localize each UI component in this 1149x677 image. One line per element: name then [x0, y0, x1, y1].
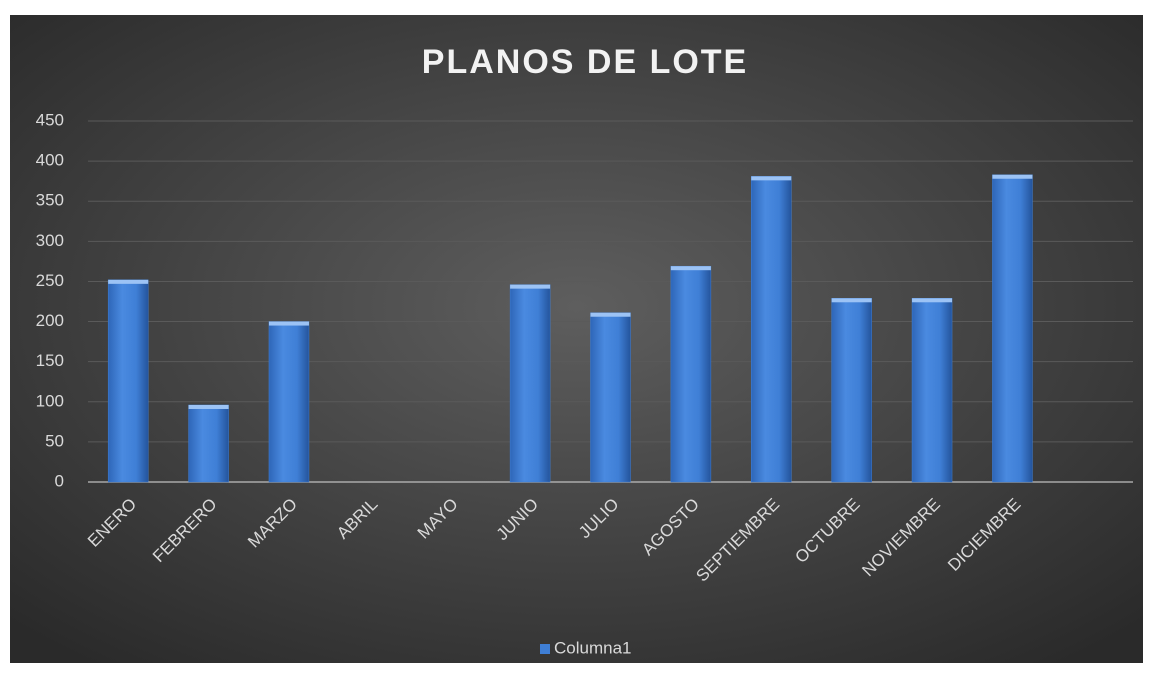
- bar-group: [831, 298, 872, 483]
- bar: [911, 298, 953, 483]
- bar-highlight: [108, 279, 149, 284]
- y-tick-label: 150: [36, 351, 64, 370]
- bar-highlight: [590, 312, 631, 317]
- bar-highlight: [188, 404, 229, 409]
- y-tick-label: 300: [36, 231, 64, 250]
- bar-highlight: [510, 284, 551, 289]
- bar: [751, 176, 792, 483]
- bar: [590, 312, 631, 483]
- bar-highlight: [268, 321, 309, 326]
- y-tick-label: 50: [45, 431, 64, 450]
- chart-background: [10, 15, 1143, 663]
- bar-group: [590, 312, 631, 483]
- bar-group: [268, 321, 310, 483]
- chart-title: PLANOS DE LOTE: [422, 43, 748, 81]
- bar: [509, 284, 551, 483]
- y-tick-label: 400: [36, 151, 64, 170]
- bar: [268, 321, 310, 483]
- bar: [831, 298, 872, 483]
- legend-marker: [540, 644, 550, 654]
- y-tick-label: 350: [36, 191, 64, 210]
- y-tick-label: 250: [36, 271, 64, 290]
- y-tick-label: 200: [36, 311, 64, 330]
- bar-group: [992, 174, 1033, 483]
- legend-label: Columna1: [554, 638, 632, 657]
- y-tick-label: 100: [36, 391, 64, 410]
- bar-highlight: [751, 176, 792, 181]
- y-tick-label: 450: [36, 110, 64, 129]
- bar: [992, 174, 1033, 483]
- bar-group: [670, 265, 712, 483]
- bar: [188, 404, 229, 483]
- bar-highlight: [912, 298, 953, 303]
- bar-group: [509, 284, 551, 483]
- bar-group: [751, 176, 792, 483]
- bar-highlight: [992, 174, 1033, 179]
- y-tick-label: 0: [55, 471, 64, 490]
- bar-highlight: [670, 266, 711, 271]
- bar-group: [911, 298, 953, 483]
- bar-group: [107, 279, 149, 483]
- bar-highlight: [831, 298, 872, 303]
- bar: [670, 265, 712, 483]
- bar: [107, 279, 149, 483]
- bar-group: [188, 404, 229, 483]
